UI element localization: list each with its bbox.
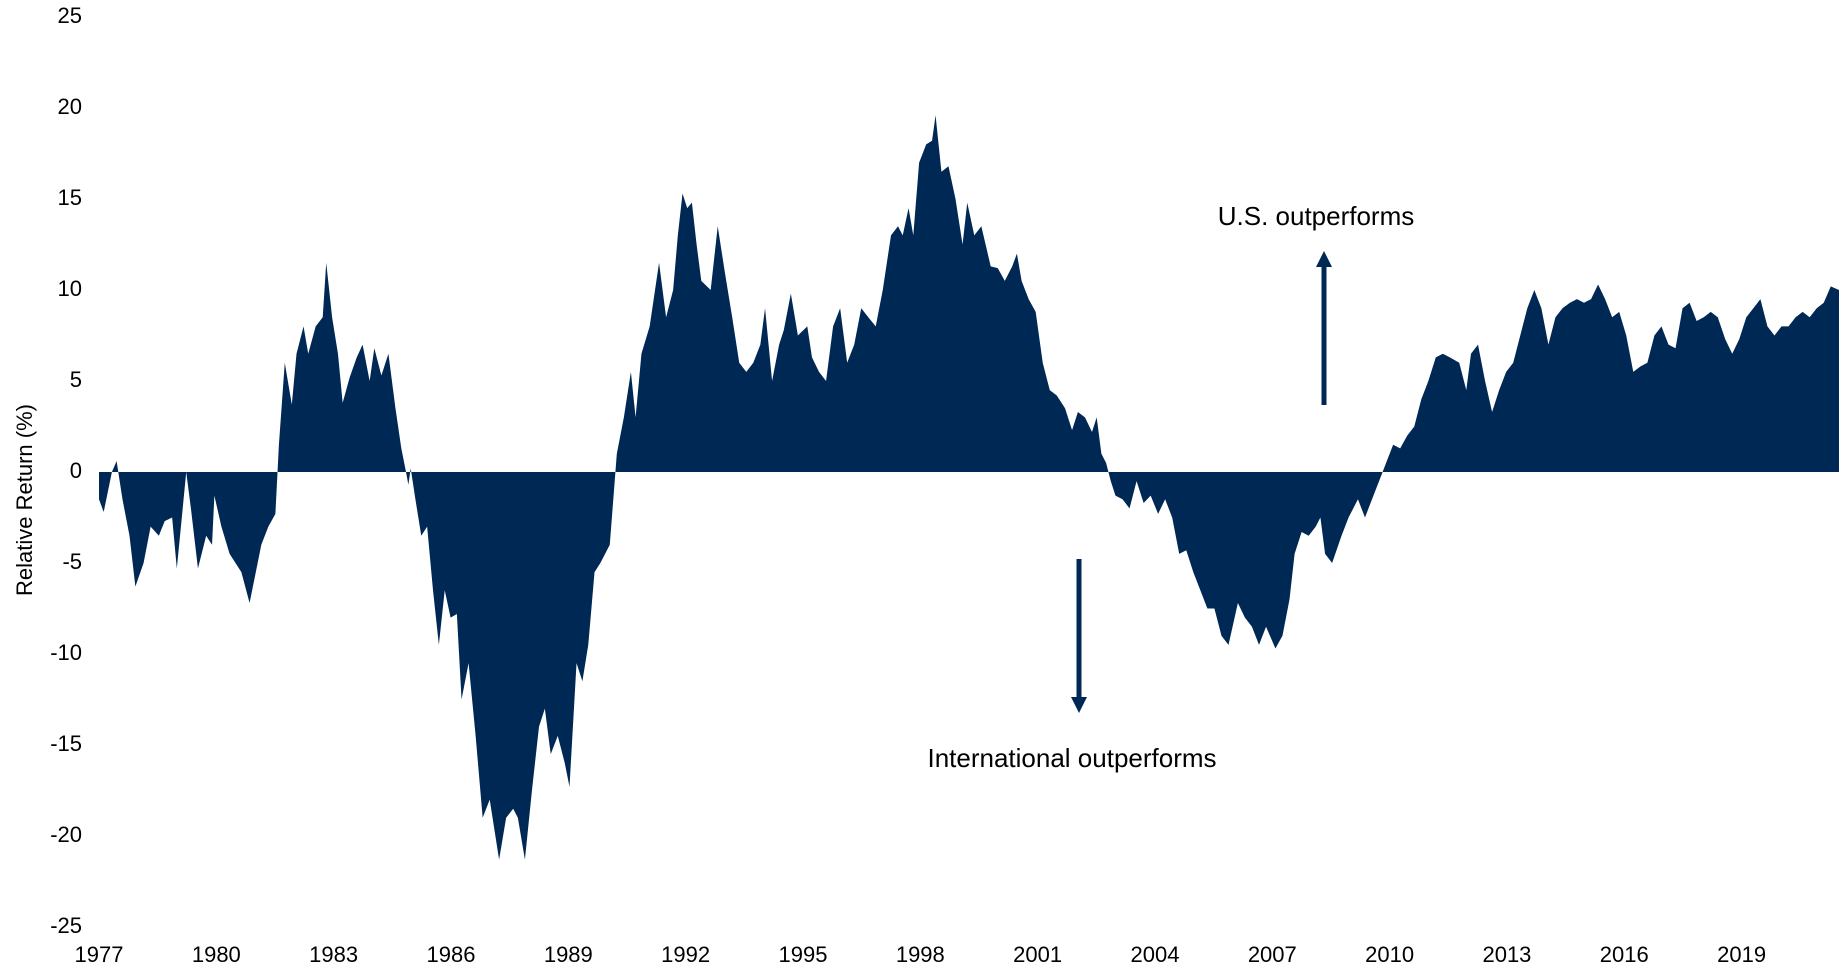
x-tick-label: 1992	[661, 942, 710, 967]
x-tick-label: 2004	[1130, 942, 1179, 967]
y-tick-label: -20	[50, 822, 82, 847]
arrow-head	[1316, 251, 1332, 267]
area	[99, 115, 1839, 860]
x-tick-label: 1986	[427, 942, 476, 967]
y-tick-label: -5	[62, 549, 82, 574]
x-tick-label: 1977	[75, 942, 124, 967]
y-tick-label: 15	[58, 185, 82, 210]
y-tick-label: 5	[70, 367, 82, 392]
x-tick-label: 2019	[1717, 942, 1766, 967]
y-tick-label: -25	[50, 913, 82, 938]
x-tick-label: 1980	[192, 942, 241, 967]
x-tick-label: 2001	[1013, 942, 1062, 967]
x-tick-label: 2010	[1365, 942, 1414, 967]
y-tick-label: -15	[50, 731, 82, 756]
x-tick-label: 2013	[1482, 942, 1531, 967]
x-tick-label: 2016	[1600, 942, 1649, 967]
y-tick-label: 10	[58, 276, 82, 301]
x-tick-label: 1989	[544, 942, 593, 967]
x-tick-label: 1995	[779, 942, 828, 967]
annotation: International outperforms	[927, 743, 1216, 773]
y-tick-label: 25	[58, 3, 82, 28]
x-tick-label: 1998	[896, 942, 945, 967]
y-tick-label: 20	[58, 94, 82, 119]
x-tick-label: 1983	[309, 942, 358, 967]
y-tick-label: 0	[70, 458, 82, 483]
y-tick-label: -10	[50, 640, 82, 665]
annotation: U.S. outperforms	[1218, 201, 1415, 231]
x-tick-label: 2007	[1248, 942, 1297, 967]
arrow-head	[1071, 697, 1087, 713]
y-axis-label: Relative Return (%)	[12, 404, 37, 596]
